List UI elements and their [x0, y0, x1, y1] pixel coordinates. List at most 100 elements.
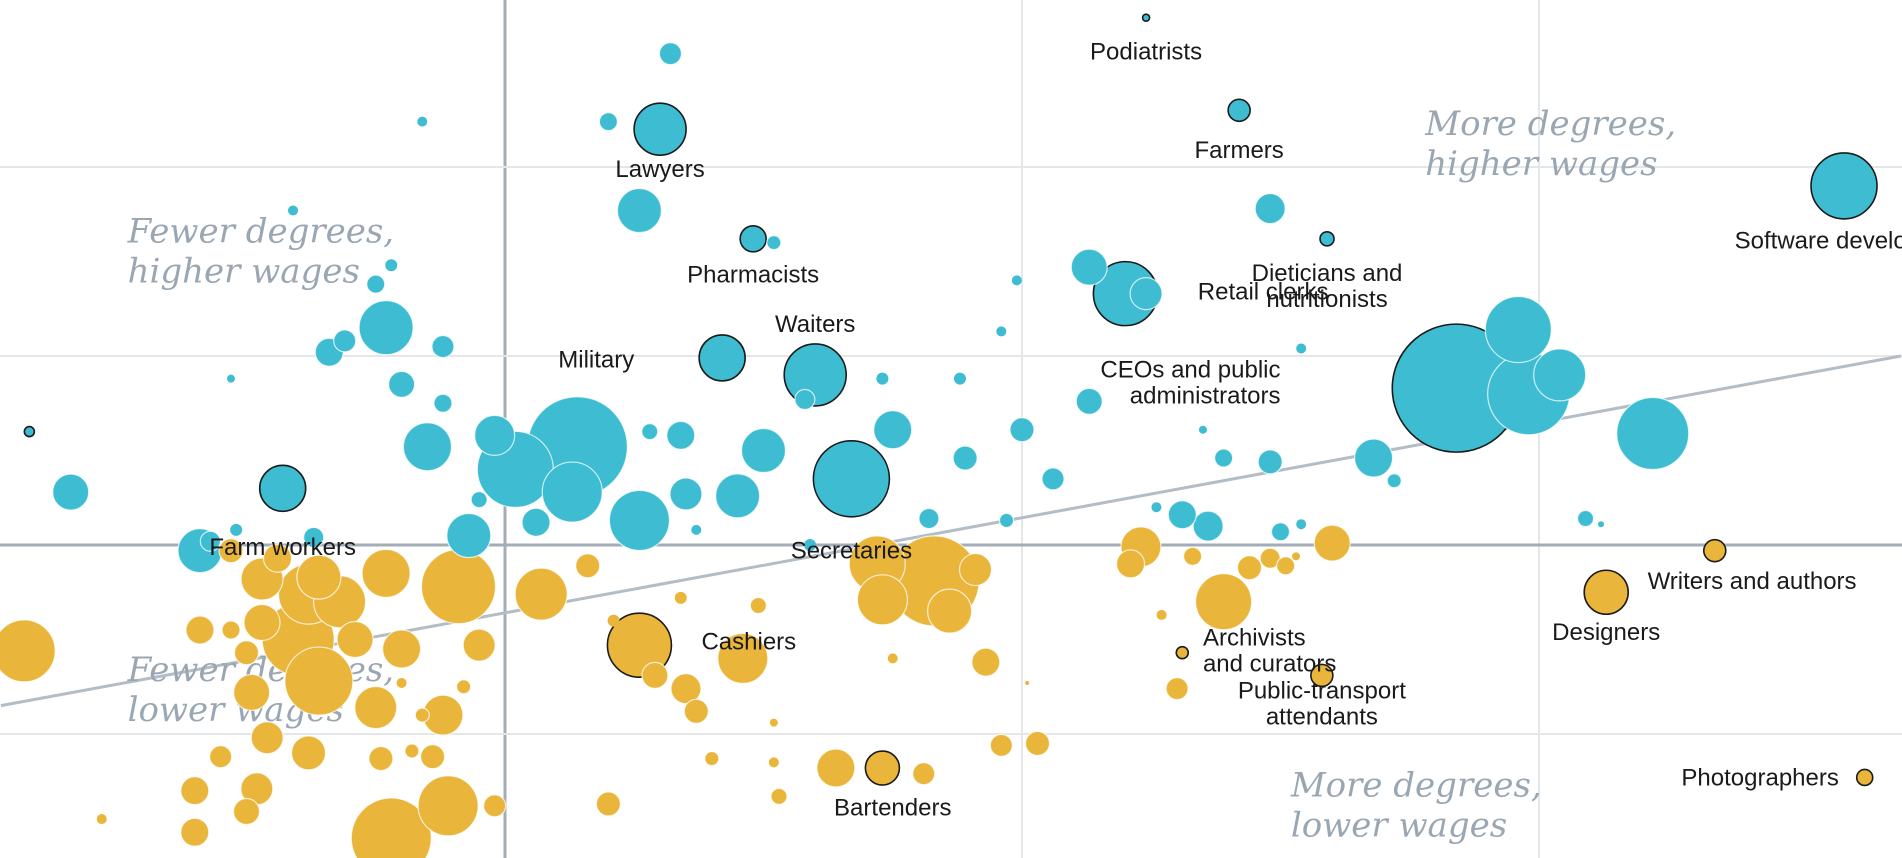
data-point [288, 205, 299, 216]
data-point [1236, 555, 1263, 581]
point-software-developers [1810, 152, 1878, 220]
data-point [1198, 425, 1207, 434]
data-point [199, 530, 221, 552]
data-point [1070, 248, 1108, 286]
data-point [417, 775, 479, 837]
data-point [361, 548, 411, 598]
data-point [462, 628, 496, 662]
label-dieticians-and-nutritionists: Dieticians and nutritionists [1252, 260, 1403, 313]
data-point [873, 410, 913, 450]
data-point [1386, 473, 1402, 489]
data-point [887, 653, 898, 664]
data-point [284, 646, 354, 716]
data-point [1313, 524, 1351, 562]
data-point [414, 707, 430, 723]
data-point [521, 507, 551, 537]
point-secretaries [812, 440, 891, 518]
data-point [641, 423, 659, 441]
point-waiters [783, 343, 848, 407]
label-bartenders: Bartenders [834, 795, 951, 822]
data-point [258, 464, 307, 513]
point-designers [1583, 569, 1630, 616]
label-photographers: Photographers [1681, 765, 1838, 792]
data-point [396, 677, 407, 688]
point-archivists-and-curators [1175, 645, 1190, 660]
quadrant-label: Fewer degrees, higher wages [127, 212, 395, 292]
label-secretaries: Secretaries [791, 538, 912, 565]
data-point [1296, 519, 1307, 530]
data-point [226, 374, 235, 383]
data-point [927, 588, 973, 634]
data-point [52, 473, 90, 511]
data-point [483, 794, 507, 818]
data-point [1167, 500, 1197, 530]
data-point [354, 685, 398, 730]
data-point [804, 539, 817, 551]
data-point [233, 640, 260, 666]
data-point [717, 632, 769, 685]
data-point [1025, 680, 1030, 685]
data-point [456, 679, 472, 695]
point-lawyers [633, 102, 687, 156]
data-point [250, 721, 284, 755]
label-designers: Designers [1552, 619, 1660, 646]
data-point [209, 745, 233, 769]
label-software-developers: Software developers [1735, 228, 1902, 255]
data-point [816, 748, 856, 788]
data-point [1024, 730, 1051, 757]
quadrant-label: More degrees, higher wages [1424, 104, 1676, 184]
point-public-transport-attendants [1310, 663, 1334, 688]
data-point [683, 698, 709, 724]
data-point [420, 744, 446, 770]
data-point [262, 543, 293, 573]
data-point [0, 619, 56, 683]
data-point [658, 41, 683, 66]
data-point [1129, 277, 1163, 311]
data-point [368, 745, 394, 772]
data-point [385, 259, 398, 272]
data-point [575, 553, 601, 579]
label-podiatrists: Podiatrists [1090, 39, 1202, 66]
data-point [766, 235, 782, 251]
label-military: Military [558, 347, 634, 374]
label-archivists-and-curators: Archivists and curators [1203, 625, 1336, 678]
data-point [856, 574, 909, 626]
data-point [180, 776, 210, 806]
data-point [669, 477, 703, 511]
data-point [221, 620, 241, 640]
data-point [333, 329, 357, 353]
point-dieticians-and-nutritionists [1319, 231, 1335, 247]
data-point [1115, 549, 1146, 579]
data-point [417, 116, 428, 127]
data-point [598, 112, 619, 132]
data-point [232, 797, 261, 826]
data-point [1576, 509, 1595, 528]
data-point [768, 757, 779, 768]
data-point [608, 489, 671, 552]
data-point [715, 473, 761, 519]
data-point [243, 603, 281, 642]
data-point [876, 372, 889, 385]
data-point [1165, 677, 1189, 701]
label-retail-clerks: Retail clerks [1198, 279, 1329, 306]
data-point [704, 750, 720, 767]
data-point [474, 414, 516, 456]
data-point [749, 596, 767, 615]
quadrant-label: More degrees, lower wages [1290, 765, 1542, 845]
data-point [607, 614, 620, 627]
data-point [420, 548, 497, 625]
data-point [1616, 396, 1690, 471]
data-points [0, 13, 1878, 858]
label-farm-workers: Farm workers [209, 534, 356, 561]
data-point [358, 300, 414, 356]
point-chemical-engineers [23, 425, 36, 438]
label-farmers: Farmers [1194, 137, 1283, 164]
data-point [1270, 522, 1291, 542]
data-point [1484, 295, 1552, 364]
data-point [1156, 609, 1167, 620]
label-public-transport-attendants: Public-transport attendants [1238, 678, 1406, 731]
data-point [670, 673, 702, 705]
data-point [1075, 387, 1103, 415]
data-point [1254, 192, 1286, 225]
